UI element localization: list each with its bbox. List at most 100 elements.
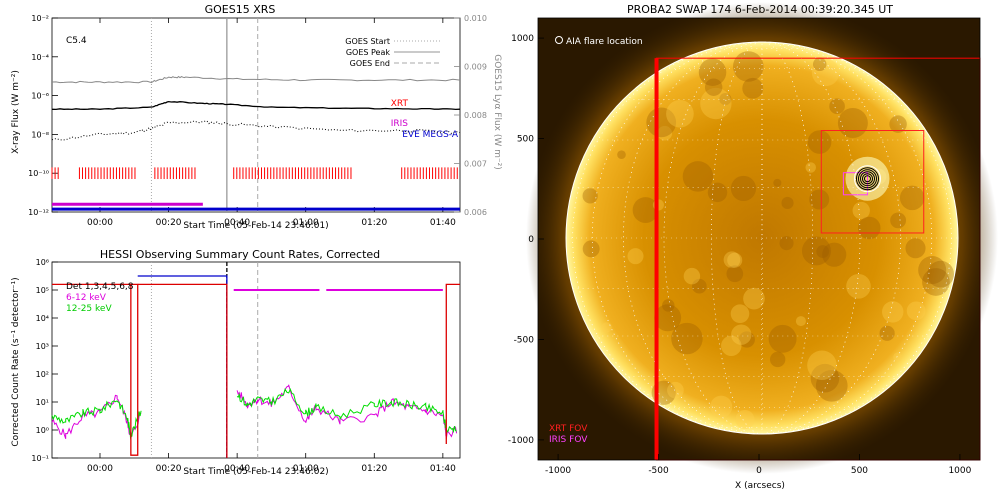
series-12-25kev	[51, 387, 457, 440]
solar-feature	[671, 322, 703, 355]
solar-feature	[582, 240, 600, 258]
hessi-xtick-label: 00:00	[87, 464, 113, 474]
solar-feature	[809, 189, 830, 210]
goes-ylabel-right: GOES15 Lyα Flux (W m⁻²)	[492, 54, 502, 170]
swap-ytick-label: -500	[514, 335, 535, 345]
solar-feature	[857, 216, 881, 240]
aia-flare-contour	[861, 173, 873, 185]
aia-flare-marker	[853, 165, 881, 193]
solar-feature	[773, 178, 782, 187]
goes-xtick-label: 01:40	[430, 218, 456, 228]
solar-feature	[890, 212, 907, 229]
solar-feature	[646, 107, 677, 138]
solar-feature	[805, 162, 816, 173]
legend-iris-fov: IRIS FOV	[549, 435, 588, 445]
solar-feature	[582, 188, 598, 204]
solar-feature	[632, 197, 659, 223]
goes-ytick-label: 10⁻¹⁰	[28, 169, 49, 178]
solar-feature	[726, 265, 744, 283]
longitude-line	[663, 41, 861, 435]
goes-legend: GOES Start GOES Peak GOES End	[345, 37, 440, 68]
solar-feature	[617, 150, 626, 160]
solar-feature	[743, 287, 765, 310]
hessi-ytick-label: 10⁰	[36, 426, 49, 435]
hessi-ytick-label: 10⁻¹	[31, 454, 49, 463]
hessi-ytick-label: 10¹	[36, 398, 49, 407]
hessi-xtick-label: 00:40	[224, 464, 250, 474]
solar-feature	[731, 324, 752, 345]
goes-xtick-label: 00:00	[87, 218, 113, 228]
hessi-ylabel: Corrected Count Rate (s⁻¹ detector⁻¹)	[11, 277, 21, 446]
goes-title: GOES15 XRS	[205, 3, 276, 16]
legend-goes-end: GOES End	[350, 59, 390, 68]
swap-panel: PROBA2 SWAP 174 6-Feb-2014 00:39:20.345 …	[508, 2, 998, 491]
solar-feature	[707, 182, 728, 203]
goes-flare-class: C5.4	[66, 36, 87, 46]
goes-ytick-right-label: 0.008	[464, 111, 487, 120]
solar-feature	[733, 51, 764, 82]
solar-feature	[837, 107, 868, 138]
solar-feature	[779, 236, 794, 251]
solar-feature	[735, 409, 755, 430]
solar-feature	[727, 252, 743, 268]
legend-goes-start: GOES Start	[345, 37, 390, 46]
solar-feature	[768, 324, 797, 353]
solar-feature	[682, 161, 714, 192]
solar-feature	[627, 248, 644, 265]
longitude-line	[761, 41, 763, 435]
swap-ytick-label: 0	[528, 235, 534, 245]
solar-feature	[822, 242, 847, 267]
legend-xrt-fov: XRT FOV	[549, 424, 588, 434]
solar-feature	[927, 260, 955, 288]
aia-legend-marker	[555, 36, 563, 44]
xrt-inner-box	[820, 130, 925, 234]
hessi-xtick-label: 01:40	[430, 464, 456, 474]
solar-feature	[698, 58, 727, 86]
swap-xtick-label: 1000	[948, 466, 971, 476]
solar-feature	[662, 299, 675, 312]
swap-xtick-label: -500	[648, 466, 669, 476]
solar-feature	[704, 78, 723, 96]
hessi-ytick-label: 10²	[36, 370, 49, 379]
hessi-axis-ticks: 00:00 00:20 00:40 01:00 01:20 01:40 10⁻¹ 10⁰ 10¹…	[31, 258, 456, 474]
solar-feature	[810, 363, 840, 393]
hessi-flag-red-2	[137, 283, 228, 458]
swap-axis-ticks: -1000 -500 0 500 1000 1000 500 0 -500 -1000	[508, 34, 972, 476]
solar-feature	[812, 57, 827, 72]
solar-feature	[654, 304, 682, 332]
solar-feature	[807, 350, 837, 381]
goes-ylabel-left: X-ray Flux (W m⁻²)	[11, 70, 21, 154]
solar-feature	[918, 256, 947, 285]
solar-feature	[811, 58, 840, 87]
solar-feature	[899, 185, 925, 211]
hessi-ytick-label: 10³	[36, 342, 49, 351]
swap-ytick-label: 500	[517, 135, 534, 145]
solar-feature	[852, 201, 870, 220]
solar-feature	[781, 196, 794, 210]
longitude-line	[710, 41, 814, 435]
solar-feature	[893, 352, 903, 362]
goes-ytick-right-label: 0.007	[464, 160, 487, 169]
solar-feature	[816, 245, 830, 258]
swap-xtick-label: 500	[851, 466, 868, 476]
solar-feature	[795, 316, 806, 327]
label-iris: IRIS	[391, 119, 409, 129]
aia-flare-contour	[863, 175, 871, 183]
goes-ytick-label: 10⁻²	[31, 14, 49, 23]
hessi-plot-frame	[51, 261, 461, 459]
legend-6-12kev: 6-12 keV	[66, 293, 107, 303]
goes-ytick-label: 10⁻⁸	[31, 130, 49, 139]
hessi-legend: Det 1,3,4,5,6,8 6-12 keV 12-25 keV	[66, 282, 134, 314]
goes-xtick-label: 01:20	[361, 218, 387, 228]
hessi-xtick-label: 00:20	[156, 464, 182, 474]
goes-ytick-right-label: 0.010	[464, 14, 487, 23]
solar-feature	[691, 278, 707, 294]
hessi-xlabel: Start Time (05-Feb-14 23:46:02)	[183, 467, 328, 477]
hessi-data-marks	[51, 262, 460, 458]
solar-feature	[742, 77, 764, 99]
goes-ytick-right-label: 0.006	[464, 208, 487, 217]
solar-feature	[657, 125, 673, 141]
goes-xtick-label: 00:20	[156, 218, 182, 228]
hessi-xtick-label: 01:20	[361, 464, 387, 474]
solar-feature	[815, 369, 848, 402]
